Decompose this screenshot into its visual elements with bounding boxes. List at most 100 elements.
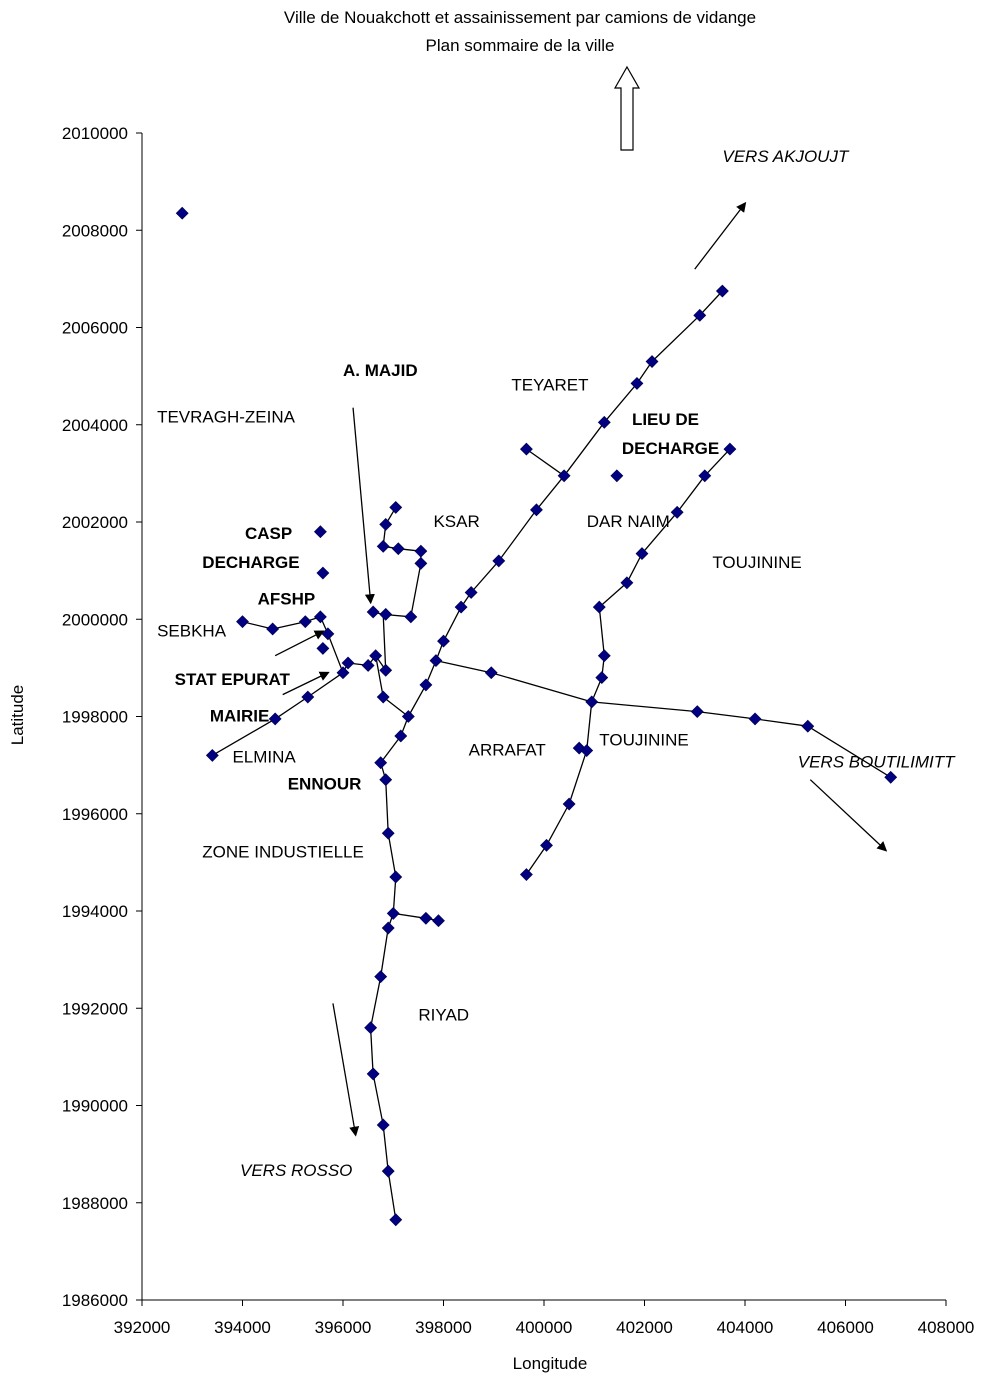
- map-label: KSAR: [433, 512, 479, 531]
- direction-arrows: [274, 201, 888, 1137]
- data-points: [175, 206, 898, 1227]
- data-point: [389, 1213, 403, 1227]
- map-label: LIEU DE: [632, 410, 699, 429]
- data-point: [414, 556, 428, 570]
- road-line: [380, 290, 723, 780]
- y-tick-label: 2000000: [62, 610, 128, 629]
- data-point: [492, 554, 506, 568]
- data-point: [585, 695, 599, 709]
- x-tick-label: 408000: [918, 1318, 975, 1337]
- data-point: [361, 659, 375, 672]
- data-point: [432, 914, 445, 928]
- direction-arrow: [332, 1003, 360, 1137]
- y-tick-label: 1988000: [62, 1194, 128, 1213]
- data-point: [645, 355, 659, 368]
- map-label: ARRAFAT: [469, 740, 546, 759]
- x-tick-label: 398000: [415, 1318, 472, 1337]
- map-label: VERS AKJOUJT: [722, 147, 850, 166]
- data-point: [175, 206, 189, 220]
- data-point: [530, 503, 543, 517]
- y-tick-label: 1990000: [62, 1097, 128, 1116]
- data-point: [374, 970, 388, 984]
- map-label: TEVRAGH-ZEINA: [157, 407, 296, 426]
- data-point: [313, 525, 327, 539]
- data-point: [592, 600, 606, 614]
- direction-arrow: [694, 201, 747, 270]
- data-point: [597, 415, 611, 429]
- data-point: [389, 500, 403, 514]
- y-tick-label: 1992000: [62, 999, 128, 1018]
- data-point: [268, 712, 282, 726]
- data-point: [266, 622, 280, 636]
- y-tick-label: 2008000: [62, 221, 128, 240]
- map-label: RIYAD: [418, 1005, 469, 1024]
- y-tick-label: 1998000: [62, 708, 128, 727]
- map-label: VERS ROSSO: [240, 1161, 352, 1180]
- data-point: [301, 690, 315, 704]
- data-point: [379, 773, 393, 787]
- data-point: [519, 442, 533, 456]
- map-label: ENNOUR: [288, 774, 362, 793]
- x-tick-label: 396000: [315, 1318, 372, 1337]
- data-point: [801, 719, 815, 733]
- data-point: [379, 518, 393, 531]
- x-tick-label: 392000: [114, 1318, 171, 1337]
- data-point: [376, 539, 390, 553]
- data-point: [316, 566, 330, 580]
- map-labels: TEVRAGH-ZEINA A. MAJID TEYARET LIEU DE DECHA…: [157, 147, 956, 1180]
- data-point: [610, 469, 624, 483]
- direction-arrow: [809, 779, 888, 852]
- map-label: DECHARGE: [622, 439, 719, 458]
- direction-arrow: [282, 671, 330, 696]
- data-point: [366, 605, 380, 619]
- data-point: [205, 748, 219, 762]
- data-point: [386, 907, 400, 920]
- data-point: [620, 576, 634, 590]
- data-point: [419, 911, 433, 925]
- map-label: DECHARGE: [202, 553, 299, 572]
- data-point: [321, 627, 335, 641]
- data-point: [381, 921, 395, 935]
- data-point: [595, 671, 609, 685]
- y-tick-label: 2002000: [62, 513, 128, 532]
- y-tick-label: 1986000: [62, 1291, 128, 1310]
- data-point: [562, 797, 576, 811]
- data-point: [389, 870, 403, 884]
- data-point: [404, 610, 418, 624]
- direction-arrow: [274, 630, 325, 657]
- map-label: A. MAJID: [343, 361, 418, 380]
- map-label: MAIRIE: [210, 706, 270, 725]
- data-point: [364, 1021, 378, 1035]
- data-point: [580, 744, 594, 757]
- chart-title: Ville de Nouakchott et assainissement pa…: [283, 8, 757, 27]
- x-tick-label: 402000: [616, 1318, 673, 1337]
- map-label: SEBKHA: [157, 621, 227, 640]
- y-tick-label: 1996000: [62, 805, 128, 824]
- data-point: [236, 615, 249, 629]
- data-point: [884, 770, 898, 784]
- direction-arrow: [352, 407, 375, 605]
- data-point: [379, 607, 393, 621]
- data-point: [690, 705, 704, 719]
- chart-subtitle: Plan sommaire de la ville: [425, 36, 615, 55]
- data-point: [336, 666, 350, 680]
- data-point: [437, 634, 450, 648]
- data-point: [414, 544, 428, 558]
- north-arrow-icon: [613, 65, 641, 151]
- data-point: [670, 505, 684, 519]
- data-point: [698, 469, 712, 483]
- data-point: [369, 649, 383, 663]
- y-tick-label: 1994000: [62, 902, 128, 921]
- data-point: [464, 586, 478, 599]
- y-tick-label: 2010000: [62, 124, 128, 143]
- road-line: [526, 448, 565, 477]
- y-tick-label: 2006000: [62, 319, 128, 338]
- x-tick-label: 406000: [817, 1318, 874, 1337]
- map-label: VERS BOUTILIMITT: [798, 753, 956, 772]
- data-point: [597, 649, 611, 663]
- road-line: [369, 779, 397, 1220]
- map-label: DAR NAIM: [587, 512, 670, 531]
- data-point: [540, 838, 553, 852]
- data-point: [376, 690, 390, 704]
